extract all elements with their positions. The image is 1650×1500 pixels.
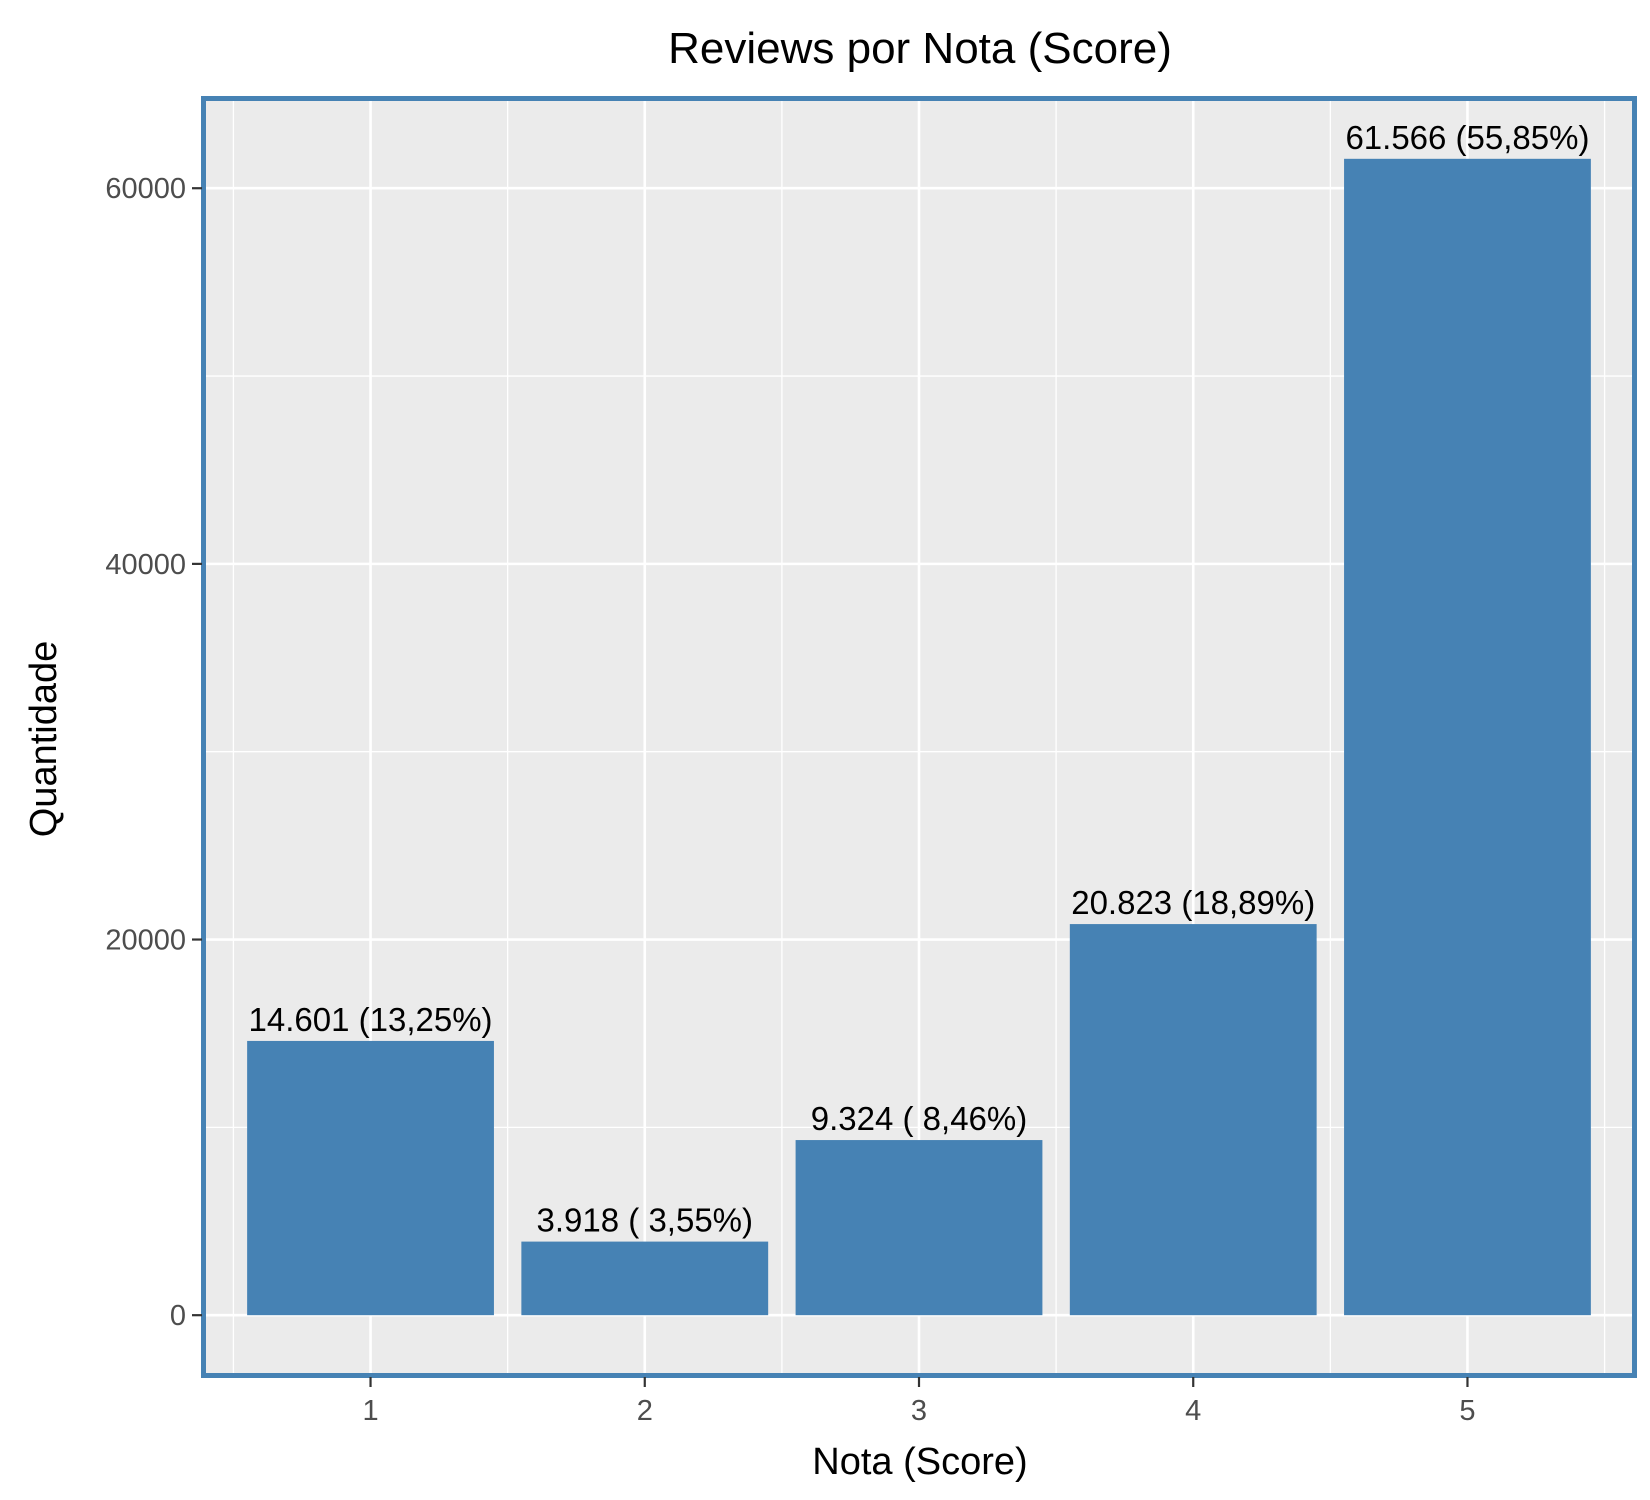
bar-4 [1069,924,1317,1316]
x-tick-label: 3 [911,1395,927,1427]
bar-2 [521,1241,769,1316]
y-tick-label: 60000 [105,173,186,205]
chart-title: Reviews por Nota (Score) [668,24,1172,73]
x-axis: 1 2 3 4 5 [362,1377,1476,1427]
bar-label-4: 20.823 (18,89%) [1071,884,1315,921]
y-tick-label: 0 [170,1300,186,1332]
y-axis: 0 20000 40000 60000 [105,173,202,1332]
bar-label-2: 3.918 ( 3,55%) [537,1202,753,1239]
x-tick-label: 5 [1459,1395,1475,1427]
bars [247,158,1591,1316]
y-axis-title: Quantidade [23,641,65,838]
x-tick-label: 2 [637,1395,653,1427]
bar-value-labels: 14.601 (13,25%) 3.918 ( 3,55%) 9.324 ( 8,4… [249,119,1590,1239]
bar-label-3: 9.324 ( 8,46%) [811,1100,1027,1137]
x-axis-title: Nota (Score) [812,1441,1027,1483]
x-tick-label: 1 [362,1395,378,1427]
y-tick-label: 40000 [105,549,186,581]
bar-label-5: 61.566 (55,85%) [1345,119,1589,156]
y-tick-label: 20000 [105,925,186,957]
plot-border [201,96,1637,1378]
bar-1 [247,1040,494,1316]
bar-3 [795,1140,1043,1316]
x-tick-label: 4 [1185,1395,1201,1427]
bar-label-1: 14.601 (13,25%) [249,1001,493,1038]
bar-5 [1344,158,1591,1316]
